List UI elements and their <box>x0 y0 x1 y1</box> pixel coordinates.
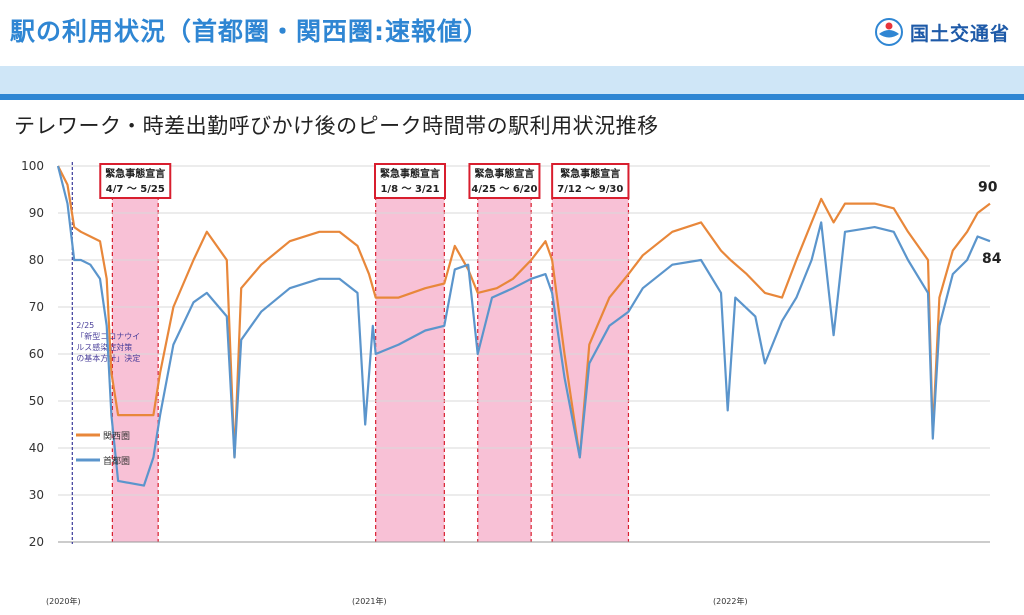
y-tick-label-60: 60 <box>29 347 44 361</box>
annotation-text-3: ルス感染症対策 <box>76 342 132 352</box>
y-tick-label-40: 40 <box>29 441 44 455</box>
emergency-range-4: 7/12 ～ 9/30 <box>557 184 623 195</box>
emergency-title-4: 緊急事態宣言 <box>560 167 620 180</box>
y-tick-label-100: 100 <box>21 159 44 173</box>
year-label-2021: (2021年) <box>352 597 387 606</box>
annotation-text-1: 2/25 <box>76 321 94 330</box>
y-tick-label-20: 20 <box>29 535 44 549</box>
y-tick-label-50: 50 <box>29 394 44 408</box>
year-label-2022: (2022年) <box>713 597 748 606</box>
emergency-title-1: 緊急事態宣言 <box>105 167 165 180</box>
chart-subtitle: テレワーク・時差出勤呼びかけ後のピーク時間帯の駅利用状況推移 <box>14 114 659 138</box>
series-line-shutoken <box>56 165 991 487</box>
y-tick-label-80: 80 <box>29 253 44 267</box>
logo-text: 国土交通省 <box>909 22 1010 45</box>
y-tick-label-70: 70 <box>29 300 44 314</box>
page-title: 駅の利用状況（首都圏・関西圏:速報値） <box>10 17 489 46</box>
emergency-period-2 <box>375 186 445 542</box>
header-rule <box>0 94 1024 100</box>
series-line-kansai <box>57 165 991 459</box>
emergency-range-2: 1/8 ～ 3/21 <box>380 184 439 195</box>
emergency-box-4 <box>551 163 630 199</box>
year-label-2020: (2020年) <box>46 597 81 606</box>
legend-label-kansai: 関西圏 <box>103 431 130 442</box>
emergency-title-2: 緊急事態宣言 <box>380 167 440 180</box>
end-label-shutoken: 84 <box>982 251 1002 267</box>
header-band <box>0 66 1024 94</box>
y-tick-label-90: 90 <box>29 206 44 220</box>
mlit-logo-icon <box>874 18 903 46</box>
emergency-box-1 <box>99 163 172 199</box>
emergency-box-2 <box>374 163 447 199</box>
emergency-period-3 <box>477 186 532 542</box>
emergency-range-1: 4/7 ～ 5/25 <box>106 184 165 195</box>
emergency-range-3: 4/25 ～ 6/20 <box>471 184 537 195</box>
emergency-period-1 <box>112 186 159 542</box>
ministry-logo: 国土交通省 <box>874 14 1010 50</box>
y-tick-label-30: 30 <box>29 488 44 502</box>
legend-label-shutoken: 首都圏 <box>103 455 130 467</box>
end-label-kansai: 90 <box>978 180 998 196</box>
emergency-box-3 <box>468 163 541 199</box>
station-usage-chart: 20304050607080901002/25「新型コロナウイルス感染症対策の基… <box>21 159 1002 549</box>
emergency-title-3: 緊急事態宣言 <box>474 167 534 180</box>
